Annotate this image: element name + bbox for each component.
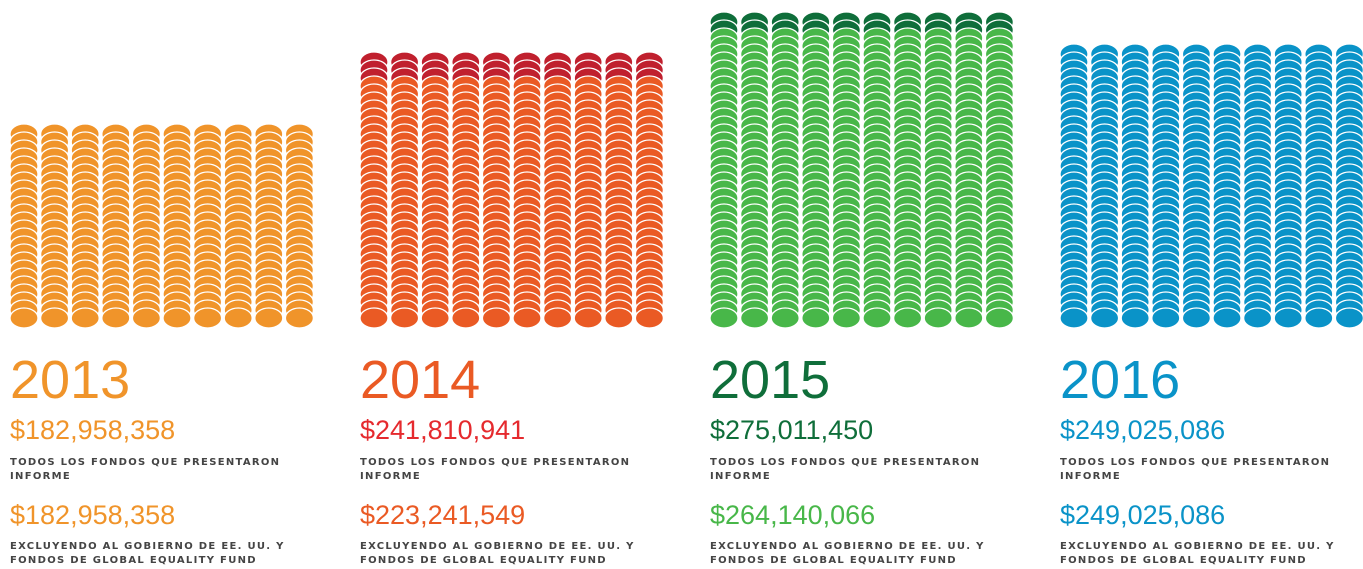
coin <box>512 307 542 329</box>
coin <box>831 307 862 329</box>
coin <box>9 307 39 329</box>
amount-excluding: $264,140,066 <box>710 500 876 530</box>
amount-excluding: $182,958,358 <box>10 500 176 530</box>
amount-excluding: $249,025,086 <box>1060 500 1226 530</box>
coin <box>254 307 284 329</box>
coin <box>39 307 70 329</box>
coin <box>709 307 739 329</box>
coin <box>634 307 665 329</box>
coin <box>192 307 223 329</box>
coin <box>451 307 481 329</box>
coin <box>131 307 162 329</box>
series-label: TODOS LOS FONDOS QUE PRESENTARON INFORME <box>710 457 981 482</box>
coin <box>1059 307 1089 329</box>
coin <box>481 307 512 329</box>
coin <box>739 307 770 329</box>
coin <box>1089 307 1120 329</box>
coin <box>223 307 253 329</box>
year-label: 2016 <box>1060 350 1181 410</box>
coin <box>162 307 192 329</box>
amount-total: $275,011,450 <box>710 415 874 445</box>
series-label: TODOS LOS FONDOS QUE PRESENTARON INFORME <box>360 457 631 482</box>
coin <box>1304 307 1334 329</box>
coin <box>801 307 831 329</box>
coin <box>573 307 603 329</box>
coin <box>1120 307 1150 329</box>
amount-total: $241,810,941 <box>360 415 526 445</box>
coin <box>420 307 450 329</box>
year-label: 2015 <box>710 350 831 410</box>
coin <box>359 307 389 329</box>
series-label: TODOS LOS FONDOS QUE PRESENTARON INFORME <box>10 457 281 482</box>
coin <box>1334 307 1363 329</box>
year-label: 2014 <box>360 350 481 410</box>
amount-total: $249,025,086 <box>1060 415 1226 445</box>
coin-segment <box>1059 43 1363 329</box>
coin <box>284 307 315 329</box>
coin <box>892 307 923 329</box>
coin-segment <box>709 27 1015 329</box>
coin <box>1273 307 1303 329</box>
coin <box>101 307 131 329</box>
series-label: TODOS LOS FONDOS QUE PRESENTARON INFORME <box>1060 457 1331 482</box>
coin <box>604 307 634 329</box>
coin <box>984 307 1015 329</box>
coin <box>954 307 984 329</box>
coin <box>862 307 892 329</box>
amount-excluding: $223,241,549 <box>360 500 526 530</box>
year-label: 2013 <box>10 350 131 410</box>
coin <box>1181 307 1212 329</box>
coin <box>923 307 953 329</box>
coin <box>1242 307 1273 329</box>
series-label: EXCLUYENDO AL GOBIERNO DE EE. UU. Y FOND… <box>10 541 285 566</box>
coin <box>389 307 420 329</box>
coin <box>1212 307 1242 329</box>
coin <box>1151 307 1181 329</box>
coin-segment <box>9 123 315 329</box>
coin <box>70 307 100 329</box>
series-label: EXCLUYENDO AL GOBIERNO DE EE. UU. Y FOND… <box>710 541 985 566</box>
coin-segment <box>359 75 665 329</box>
series-label: EXCLUYENDO AL GOBIERNO DE EE. UU. Y FOND… <box>360 541 635 566</box>
series-label: EXCLUYENDO AL GOBIERNO DE EE. UU. Y FOND… <box>1060 541 1335 566</box>
coin <box>770 307 800 329</box>
amount-total: $182,958,358 <box>10 415 176 445</box>
coin <box>542 307 573 329</box>
